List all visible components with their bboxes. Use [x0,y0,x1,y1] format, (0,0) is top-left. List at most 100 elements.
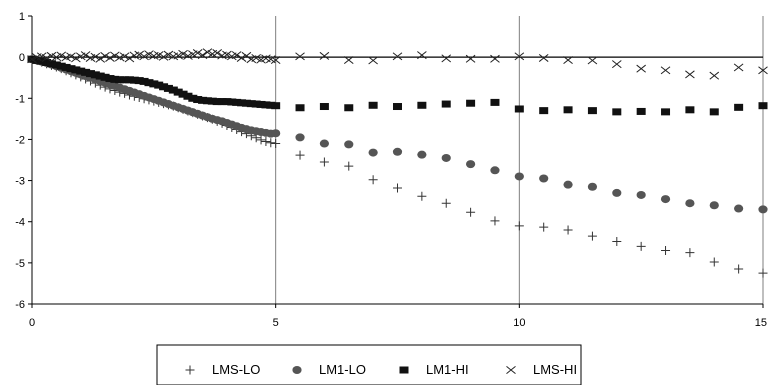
data-point [246,100,256,108]
data-point [158,52,169,61]
data-point [709,108,719,116]
data-point [42,58,52,66]
data-point [563,106,573,114]
data-point [636,64,646,73]
data-point [466,207,476,217]
data-point [163,50,174,59]
data-point [183,92,193,100]
data-point [100,51,110,60]
data-point [270,56,281,65]
data-point [295,52,305,61]
data-point [392,147,403,156]
data-point [271,102,281,110]
data-point [61,63,71,71]
data-point [758,66,768,75]
data-point [733,63,744,72]
data-point [198,96,208,104]
data-point [173,88,183,96]
data-point [95,54,106,63]
data-point [124,54,135,63]
data-point [90,71,100,79]
data-point [636,190,646,199]
data-point [202,48,213,57]
data-point [295,104,305,112]
data-point [168,86,178,94]
data-point [758,205,768,214]
data-point [539,107,549,115]
series-lms-lo [27,54,768,278]
data-point [734,204,744,213]
series-lm1-hi [27,55,768,116]
data-point [758,102,768,110]
data-point [110,51,120,60]
data-point [178,49,188,58]
data-point [685,248,695,258]
data-point [295,150,305,160]
data-point [587,56,598,65]
data-point [144,50,154,59]
legend-marker-lm1-hi [399,366,409,374]
data-point [393,103,402,111]
data-point [319,103,329,111]
data-point [261,136,271,146]
data-point [129,76,139,84]
data-point [100,73,110,81]
data-point [758,268,768,278]
data-point [685,106,695,114]
data-point [441,54,452,63]
data-point [514,172,524,181]
data-point [197,51,208,60]
data-point [41,53,52,62]
data-point [193,96,203,104]
data-point [188,94,198,102]
data-point [538,53,549,62]
data-point [295,133,305,142]
data-point [251,53,261,62]
data-point [202,97,212,105]
data-point [85,70,95,78]
data-point [709,257,719,267]
data-point [192,49,203,58]
x-tick-label: 5 [273,317,279,329]
data-point [514,105,524,113]
data-point [256,135,266,145]
data-point [183,51,193,60]
data-point [81,68,91,76]
data-point [319,51,330,60]
data-point [685,70,695,79]
data-point [134,50,145,59]
data-point [465,54,476,63]
data-point [90,52,101,61]
data-point [159,83,169,91]
data-point [709,201,719,210]
x-tick-label: 0 [29,317,35,329]
data-point [80,51,91,60]
data-point [587,107,597,115]
data-point [207,97,217,105]
data-point [563,180,573,189]
data-point [153,51,164,60]
data-point [661,108,671,116]
y-tick-label: 0 [19,52,25,64]
data-point [37,57,47,65]
data-point [71,54,81,63]
data-point [261,101,271,109]
data-point [154,81,164,89]
data-point [56,62,66,70]
data-point [734,103,744,111]
data-point [587,182,598,191]
data-point [139,77,149,85]
data-point [105,75,115,83]
data-point [490,98,500,106]
data-point [232,98,242,106]
y-tick-label: 1 [19,11,25,23]
legend-marker-lm1-lo [292,366,302,374]
data-point [563,56,573,65]
data-point [231,51,242,60]
data-point [46,60,56,68]
legend-marker-lms-lo [185,365,195,375]
data-point [222,98,232,106]
legend-label-lms-lo: LMS-LO [212,362,260,377]
data-point [660,195,671,204]
